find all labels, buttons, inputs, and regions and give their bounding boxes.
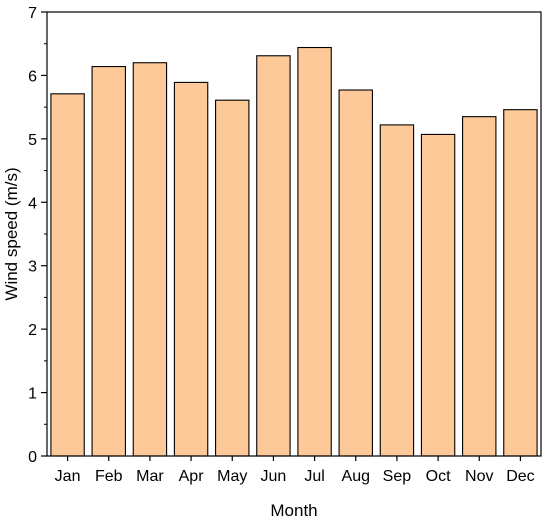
bar-feb [91,66,126,457]
y-tick-label: 6 [28,68,37,85]
bar-may [215,99,250,457]
bar-apr [173,81,209,457]
bar-sep [379,124,415,457]
x-tick-label-jan: Jan [55,468,81,485]
x-tick-label-jun: Jun [261,468,287,485]
bars-layer [50,46,538,457]
bar-mar [132,62,168,457]
bar-dec [503,109,538,457]
y-tick-label: 5 [28,132,37,149]
x-tick-label-feb: Feb [95,468,123,485]
y-tick-label: 1 [28,386,37,403]
x-axis: Jan Feb Mar Apr May Jun Jul Aug Sep Oct Nov Dec [55,456,535,485]
bar-jan [50,93,85,457]
y-tick-label: 4 [28,195,37,212]
y-tick-label: 7 [28,5,37,22]
x-tick-label-mar: Mar [136,468,164,485]
bar-jun [256,55,291,457]
x-tick-label-may: May [217,468,247,485]
y-tick-label: 3 [28,259,37,276]
x-tick-label-sep: Sep [383,468,412,485]
x-tick-label-apr: Apr [179,468,205,485]
x-tick-label-nov: Nov [465,468,493,485]
plot-frame [46,11,542,457]
y-axis: 0 1 2 3 4 5 6 7 [28,5,47,466]
y-tick-label: 0 [28,449,37,466]
x-tick-label-jul: Jul [304,468,324,485]
x-tick-label-dec: Dec [506,468,534,485]
x-tick-label-oct: Oct [426,468,451,485]
bar-nov [462,116,497,457]
y-tick-label: 2 [28,322,37,339]
x-tick-label-aug: Aug [342,468,370,485]
bar-jul [297,46,332,457]
y-axis-title: Wind speed (m/s) [2,167,21,300]
x-axis-title: Month [270,501,317,520]
bar-aug [338,89,373,457]
bar-oct [420,133,456,457]
